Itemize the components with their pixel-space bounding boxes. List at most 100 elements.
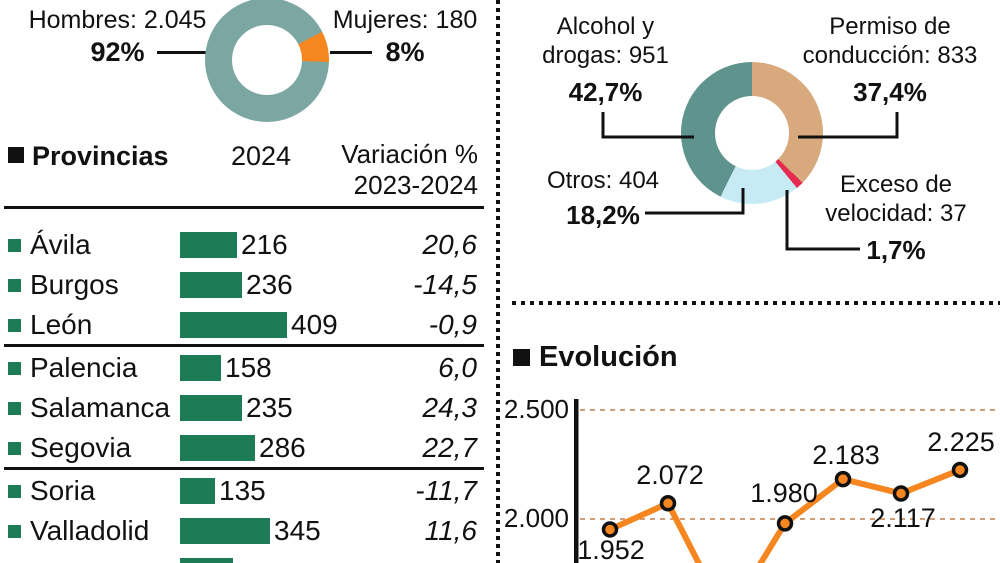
province-bullet-icon: [8, 362, 21, 375]
permiso-pct-label: 37,4%: [853, 77, 927, 107]
permiso-line1: Permiso de: [829, 13, 951, 40]
year-column-header: 2024: [230, 141, 292, 171]
province-row: Salamanca 235 24,3: [0, 389, 497, 429]
province-variation: -11,7: [415, 475, 477, 506]
cause-label-exceso: Exceso de velocidad: 37 1,7%: [810, 170, 982, 265]
province-bullet-icon: [8, 279, 21, 292]
province-value: 409: [291, 309, 338, 340]
ytick-2500: 2.500: [503, 394, 569, 424]
alcohol-pct-label: 42,7%: [568, 77, 643, 107]
province-value: 286: [259, 432, 306, 463]
province-row: Soria 135 -11,7: [0, 472, 497, 512]
data-point-marker: [776, 515, 794, 532]
table-header-rule: [4, 206, 484, 209]
province-row: Palencia 158 6,0: [0, 349, 497, 389]
data-point-marker: [659, 495, 677, 512]
data-point-marker: [601, 521, 619, 538]
data-point-label: 2.183: [812, 440, 880, 470]
province-name: Palencia: [30, 352, 138, 383]
province-variation: -0,9: [428, 309, 477, 340]
variation-column-header: Variación % 2023-2024: [340, 139, 478, 201]
province-value: 158: [225, 352, 272, 383]
gender-label-hombres: Hombres: 2.045 92%: [25, 6, 210, 66]
alcohol-line1: Alcohol y: [556, 13, 655, 40]
province-variation: 6,0: [438, 352, 477, 383]
ytick-2000: 2.000: [503, 503, 569, 533]
variation-header-line1: Variación %: [341, 139, 478, 169]
evolution-line-chart: 1.952 2.072 1.980 2.183 2.117 2.225: [574, 399, 1000, 563]
province-value: 216: [241, 229, 288, 260]
exceso-pct-label: 1,7%: [866, 235, 926, 265]
province-name: Burgos: [30, 269, 119, 300]
mujeres-pct-label: 8%: [385, 37, 425, 67]
province-value: 235: [246, 392, 293, 423]
province-row: León 409 -0,9: [0, 306, 497, 346]
section-bullet-icon: [8, 147, 24, 163]
gender-donut-chart: [205, 0, 329, 122]
province-name: Segovia: [30, 432, 132, 463]
province-value: 135: [219, 475, 266, 506]
donut-hole: [715, 96, 789, 170]
province-bar: [180, 558, 233, 563]
province-value: 236: [246, 269, 293, 300]
exceso-line2: velocidad: 37: [825, 200, 967, 227]
cause-donut-chart: [681, 62, 823, 204]
province-bar: [180, 395, 242, 421]
connector-line: [798, 112, 899, 139]
connector-line: [330, 51, 372, 54]
province-row: Valladolid 345 11,6: [0, 512, 497, 552]
province-variation: 22,7: [422, 432, 478, 463]
hombres-pct-label: 92%: [90, 37, 145, 67]
table-group-rule: [4, 344, 484, 347]
data-point-marker: [834, 470, 852, 488]
province-bullet-icon: [8, 319, 21, 332]
province-bullet-icon: [8, 442, 21, 455]
province-bar: [180, 478, 215, 504]
data-point-marker: [951, 461, 969, 479]
province-value: 345: [274, 515, 321, 546]
y-axis-line: [574, 399, 579, 563]
province-name: Ávila: [30, 229, 91, 260]
provinces-table-title: Provincias: [32, 141, 169, 171]
cause-label-alcohol: Alcohol y drogas: 951 42,7%: [533, 12, 678, 107]
section-bullet-icon: [513, 349, 530, 366]
cause-label-otros: Otros: 404 18,2%: [533, 166, 673, 230]
connector-line: [785, 190, 860, 251]
otros-line1: Otros: 404: [546, 167, 660, 194]
alcohol-line2: drogas: 951: [542, 42, 669, 69]
province-bar: [180, 232, 237, 258]
connector-line: [645, 188, 745, 215]
province-bullet-icon: [8, 525, 21, 538]
province-bar: [180, 312, 287, 338]
province-bar: [180, 272, 242, 298]
province-bullet-icon: [8, 402, 21, 415]
province-name: Soria: [30, 475, 96, 506]
province-name: Valladolid: [30, 515, 150, 546]
province-bar: [180, 518, 270, 544]
data-point-label: 2.117: [870, 503, 936, 533]
province-variation: 11,6: [424, 515, 477, 546]
province-row: [0, 552, 497, 563]
province-name: León: [30, 309, 93, 340]
province-variation: -14,5: [413, 269, 477, 300]
data-point-label: 2.072: [636, 460, 704, 490]
province-row: Burgos 236 -14,5: [0, 266, 497, 306]
horizontal-dotted-divider: [512, 301, 1000, 305]
data-point-label: 1.980: [750, 478, 818, 508]
province-name: Salamanca: [30, 392, 171, 423]
otros-pct-label: 18,2%: [566, 200, 640, 230]
permiso-line2: conducción: 833: [802, 42, 978, 69]
gender-label-mujeres: Mujeres: 180 8%: [320, 6, 490, 66]
mujeres-value-label: Mujeres: 180: [332, 6, 478, 34]
exceso-line1: Exceso de: [839, 171, 953, 198]
connector-line: [157, 51, 217, 54]
province-variation: 20,6: [422, 229, 478, 260]
data-point-marker: [892, 485, 910, 502]
donut-hole: [232, 25, 302, 95]
data-point-label: 2.225: [927, 427, 995, 457]
hombres-value-label: Hombres: 2.045: [28, 6, 207, 34]
cause-label-permiso: Permiso de conducción: 833 37,4%: [800, 12, 980, 107]
vertical-dotted-divider: [496, 0, 500, 563]
province-variation: 24,3: [422, 392, 478, 423]
province-row: Segovia 286 22,7: [0, 429, 497, 469]
